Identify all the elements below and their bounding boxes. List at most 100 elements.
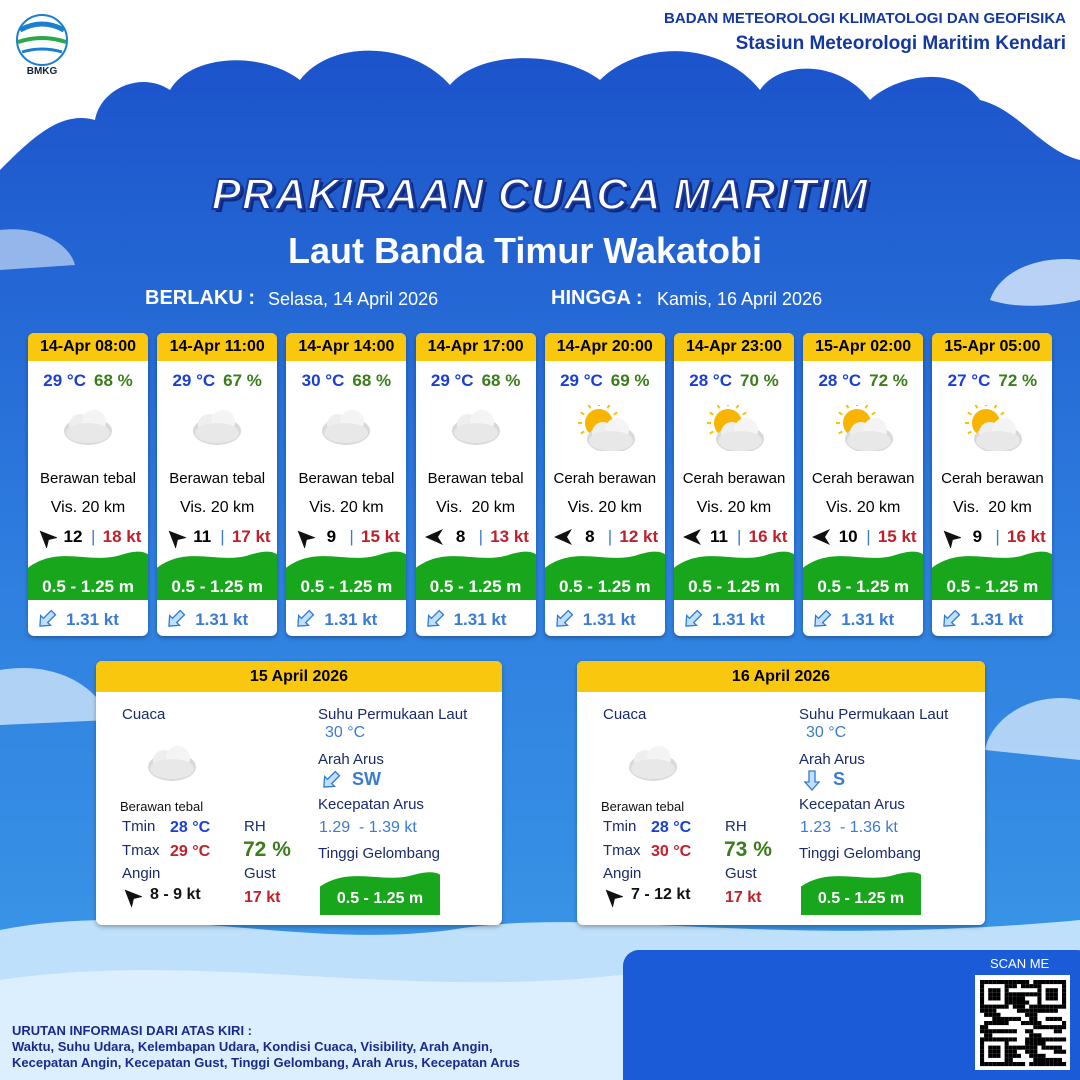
temp-rh-row: 28 °C 72 % — [803, 371, 923, 391]
temperature: 29 °C — [172, 371, 216, 390]
visibility: Vis. 20 km — [825, 499, 901, 516]
separator: | — [607, 527, 613, 546]
separator: | — [91, 527, 96, 546]
current-speed: 1.31 kt — [195, 610, 249, 629]
forecast-time: 15-Apr 02:00 — [803, 333, 924, 361]
tmax-label: Tmax — [122, 842, 160, 859]
station: Stasiun Meteorologi Maritim Kendari — [735, 33, 1066, 54]
gust-speed: 16 kt — [748, 527, 788, 546]
wave-band — [544, 551, 665, 600]
rh: 72 % — [243, 838, 291, 861]
current-dir-label: Arah Arus — [799, 751, 865, 768]
current-speed-label: Kecepatan Arus — [318, 796, 424, 813]
weather-condition: Berawan tebal — [169, 470, 266, 487]
weather-condition: Cerah berawan — [682, 470, 786, 487]
wave-band — [801, 872, 921, 915]
weather-icon — [836, 405, 894, 451]
weather-condition: Berawan tebal — [298, 470, 395, 487]
current-arrow — [814, 609, 832, 627]
legend-line: Waktu, Suhu Udara, Kelembapan Udara, Kon… — [12, 1039, 493, 1054]
current-speed: 1.31 kt — [66, 610, 119, 629]
gust-speed: 12 kt — [619, 527, 659, 546]
tmax: 30 °C — [651, 843, 692, 860]
forecast-time: 14-Apr 11:00 — [157, 333, 278, 361]
wind-speed: 11 — [710, 527, 728, 546]
weather-condition: Berawan tebal — [601, 799, 685, 814]
tmin: 28 °C — [651, 819, 692, 836]
legend-title: URUTAN INFORMASI DARI ATAS KIRI : — [12, 1023, 252, 1038]
current-arrow — [943, 609, 961, 627]
visibility: Vis. 20 km — [179, 499, 255, 516]
current-speed: 1.31 kt — [582, 610, 636, 629]
temp-rh-row: 28 °C 70 % — [674, 371, 794, 391]
forecast-time: 14-Apr 17:00 — [415, 333, 536, 361]
daily-panel: 16 April 2026 Cuaca Berawan tebal Tmin 28 °C… — [577, 661, 985, 925]
forecast-time: 14-Apr 08:00 — [28, 333, 148, 361]
separator: | — [220, 527, 225, 546]
weather-label: Cuaca — [122, 706, 166, 723]
wave-band — [415, 551, 536, 600]
current-speed-label: Kecepatan Arus — [799, 796, 905, 813]
weather-condition: Berawan tebal — [40, 470, 136, 487]
gust-speed: 15 kt — [877, 527, 917, 546]
wind-arrow — [39, 530, 57, 548]
temp-rh-row: 29 °C 67 % — [157, 371, 277, 391]
scan-me: SCAN ME — [990, 956, 1050, 971]
tmin-label: Tmin — [122, 818, 156, 835]
rh-label: RH — [244, 818, 266, 835]
wave-height: 0.5 - 1.25 m — [558, 577, 651, 596]
weather-icon — [193, 410, 242, 445]
wave-band — [320, 872, 440, 915]
forecast-card: 15-Apr 02:00 28 °C 72 % Cerah berawan Vis. 2… — [803, 333, 924, 636]
forecast-card: 14-Apr 14:00 30 °C 68 % Berawan tebal Vis. 2… — [286, 333, 407, 636]
humidity: 68 % — [352, 371, 392, 390]
forecast-card: 14-Apr 20:00 29 °C 69 % Cerah berawan Vis. 2… — [544, 333, 665, 636]
temperature: 30 °C — [301, 371, 345, 390]
wind-arrow — [812, 529, 831, 545]
rh-label: RH — [725, 818, 747, 835]
title: PRAKIRAAN CUACA MARITIM — [211, 169, 869, 220]
gust: 17 kt — [725, 889, 762, 906]
agency: BADAN METEOROLOGI KLIMATOLOGI DAN GEOFIS… — [664, 10, 1066, 27]
daily-date: 15 April 2026 — [96, 661, 502, 692]
wave-label: Tinggi Gelombang — [799, 845, 922, 862]
current-speed: 1.31 kt — [970, 610, 1024, 629]
weather-icon — [148, 746, 196, 781]
wind-arrow — [605, 889, 623, 907]
humidity: 72 % — [869, 371, 908, 390]
forecast-time: 15-Apr 05:00 — [932, 333, 1053, 361]
weather-icon — [64, 410, 112, 445]
to-date: Kamis, 16 April 2026 — [657, 289, 823, 309]
wave-height: 0.5 - 1.25 m — [946, 577, 1039, 596]
visibility: Vis. 20 km — [696, 499, 772, 516]
temp-rh-row: 29 °C 68 % — [416, 371, 536, 391]
current-speed: 1.31 kt — [712, 610, 765, 629]
wind-label: Angin — [122, 865, 161, 882]
wind-arrow — [424, 529, 443, 545]
weather-icon — [629, 746, 677, 781]
temp-rh-row: 27 °C 72 % — [932, 371, 1052, 391]
gust-label: Gust — [244, 865, 276, 882]
forecast-time: 14-Apr 20:00 — [544, 333, 665, 361]
wind-speed: 10 — [838, 527, 858, 546]
from-label: BERLAKU : — [145, 287, 255, 309]
wind-speed: 12 — [63, 527, 83, 546]
weather-condition: Berawan tebal — [427, 470, 524, 487]
wave-band — [803, 551, 924, 600]
weather-condition: Cerah berawan — [811, 470, 915, 487]
wave-height: 0.5 - 1.25 m — [300, 577, 393, 596]
rh: 73 % — [724, 838, 772, 861]
forecast-card: 14-Apr 23:00 28 °C 70 % Cerah berawan Vis. 2… — [674, 333, 794, 636]
wind-speed: 11 — [193, 527, 212, 546]
wind-label: Angin — [603, 865, 642, 882]
wind-arrow — [168, 530, 187, 548]
wind-arrow — [553, 529, 572, 545]
wave-height: 0.5 - 1.25 m — [42, 577, 134, 596]
current-arrow — [803, 770, 821, 791]
wave-label: Tinggi Gelombang — [318, 845, 441, 862]
temp-rh-row: 29 °C 68 % — [28, 371, 148, 391]
current-arrow — [426, 609, 444, 627]
weather-icon — [451, 410, 500, 445]
humidity: 67 % — [223, 371, 262, 390]
